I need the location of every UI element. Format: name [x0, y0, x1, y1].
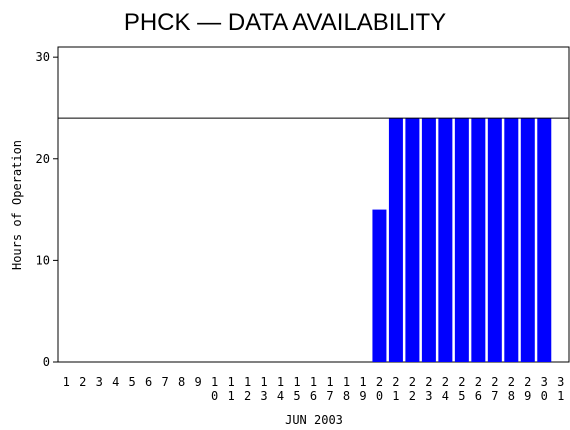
y-tick-label: 10: [36, 253, 50, 267]
x-tick-label: 3: [96, 375, 103, 389]
bar: [405, 118, 420, 363]
x-tick-label: 6: [145, 375, 152, 389]
bar: [388, 118, 403, 363]
plot-frame: [57, 46, 570, 363]
x-axis-label: JUN 2003: [285, 413, 343, 427]
bar: [421, 118, 436, 363]
y-tick-label: 0: [43, 355, 50, 369]
bar: [504, 118, 519, 363]
x-tick-label: 4: [112, 375, 119, 389]
y-axis-label: Hours of Operation: [10, 140, 24, 270]
bar: [520, 118, 535, 363]
chart-title: PHCK — DATA AVAILABILITY: [124, 9, 446, 36]
bar: [438, 118, 453, 363]
x-tick-label: 2: [79, 375, 86, 389]
bar: [471, 118, 486, 363]
y-tick-label: 20: [36, 152, 50, 166]
x-tick-label: 8: [178, 375, 185, 389]
bar: [372, 209, 387, 362]
x-tick-label: 7: [162, 375, 169, 389]
y-tick-label: 30: [36, 50, 50, 64]
x-tick-label: 1: [63, 375, 70, 389]
x-tick-label: 5: [129, 375, 136, 389]
bar: [487, 118, 502, 363]
bar: [454, 118, 469, 363]
x-tick-label: 9: [194, 375, 201, 389]
bar: [537, 118, 552, 363]
